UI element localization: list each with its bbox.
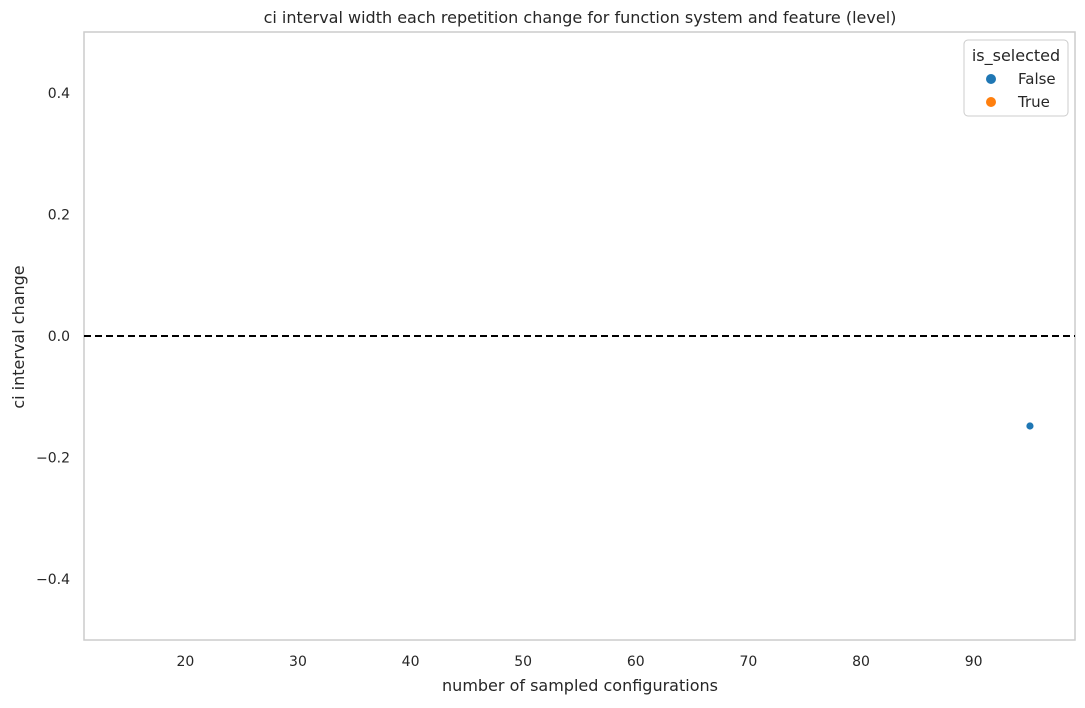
y-tick-label: 0.0 (48, 329, 70, 345)
y-tick-label: −0.2 (36, 451, 70, 467)
x-tick-label: 40 (402, 654, 420, 670)
legend-title: is_selected (972, 46, 1060, 66)
legend-label-true: True (1017, 93, 1050, 111)
data-points (1025, 421, 1035, 431)
y-tick-label: 0.4 (48, 86, 70, 102)
chart-title: ci interval width each repetition change… (264, 8, 897, 27)
legend-marker-false (986, 74, 996, 84)
x-tick-label: 70 (740, 654, 758, 670)
data-point (1025, 421, 1035, 431)
x-tick-label: 30 (289, 654, 307, 670)
y-tick-label: 0.2 (48, 207, 70, 223)
legend-box (963, 39, 1069, 117)
x-tick-label: 50 (514, 654, 532, 670)
x-tick-label: 20 (176, 654, 194, 670)
x-tick-label: 80 (852, 654, 870, 670)
legend-marker-true (986, 97, 996, 107)
y-axis-label: ci interval change (9, 265, 28, 408)
x-tick-label: 60 (627, 654, 645, 670)
x-tick-label: 90 (965, 654, 983, 670)
legend: is_selected False True (963, 39, 1069, 117)
y-axis-ticks: −0.4 −0.2 0.0 0.2 0.4 (36, 86, 70, 588)
x-axis-ticks: 20 30 40 50 60 70 80 90 (176, 654, 982, 670)
y-tick-label: −0.4 (36, 572, 70, 588)
x-axis-label: number of sampled configurations (442, 676, 718, 695)
legend-label-false: False (1018, 70, 1056, 88)
